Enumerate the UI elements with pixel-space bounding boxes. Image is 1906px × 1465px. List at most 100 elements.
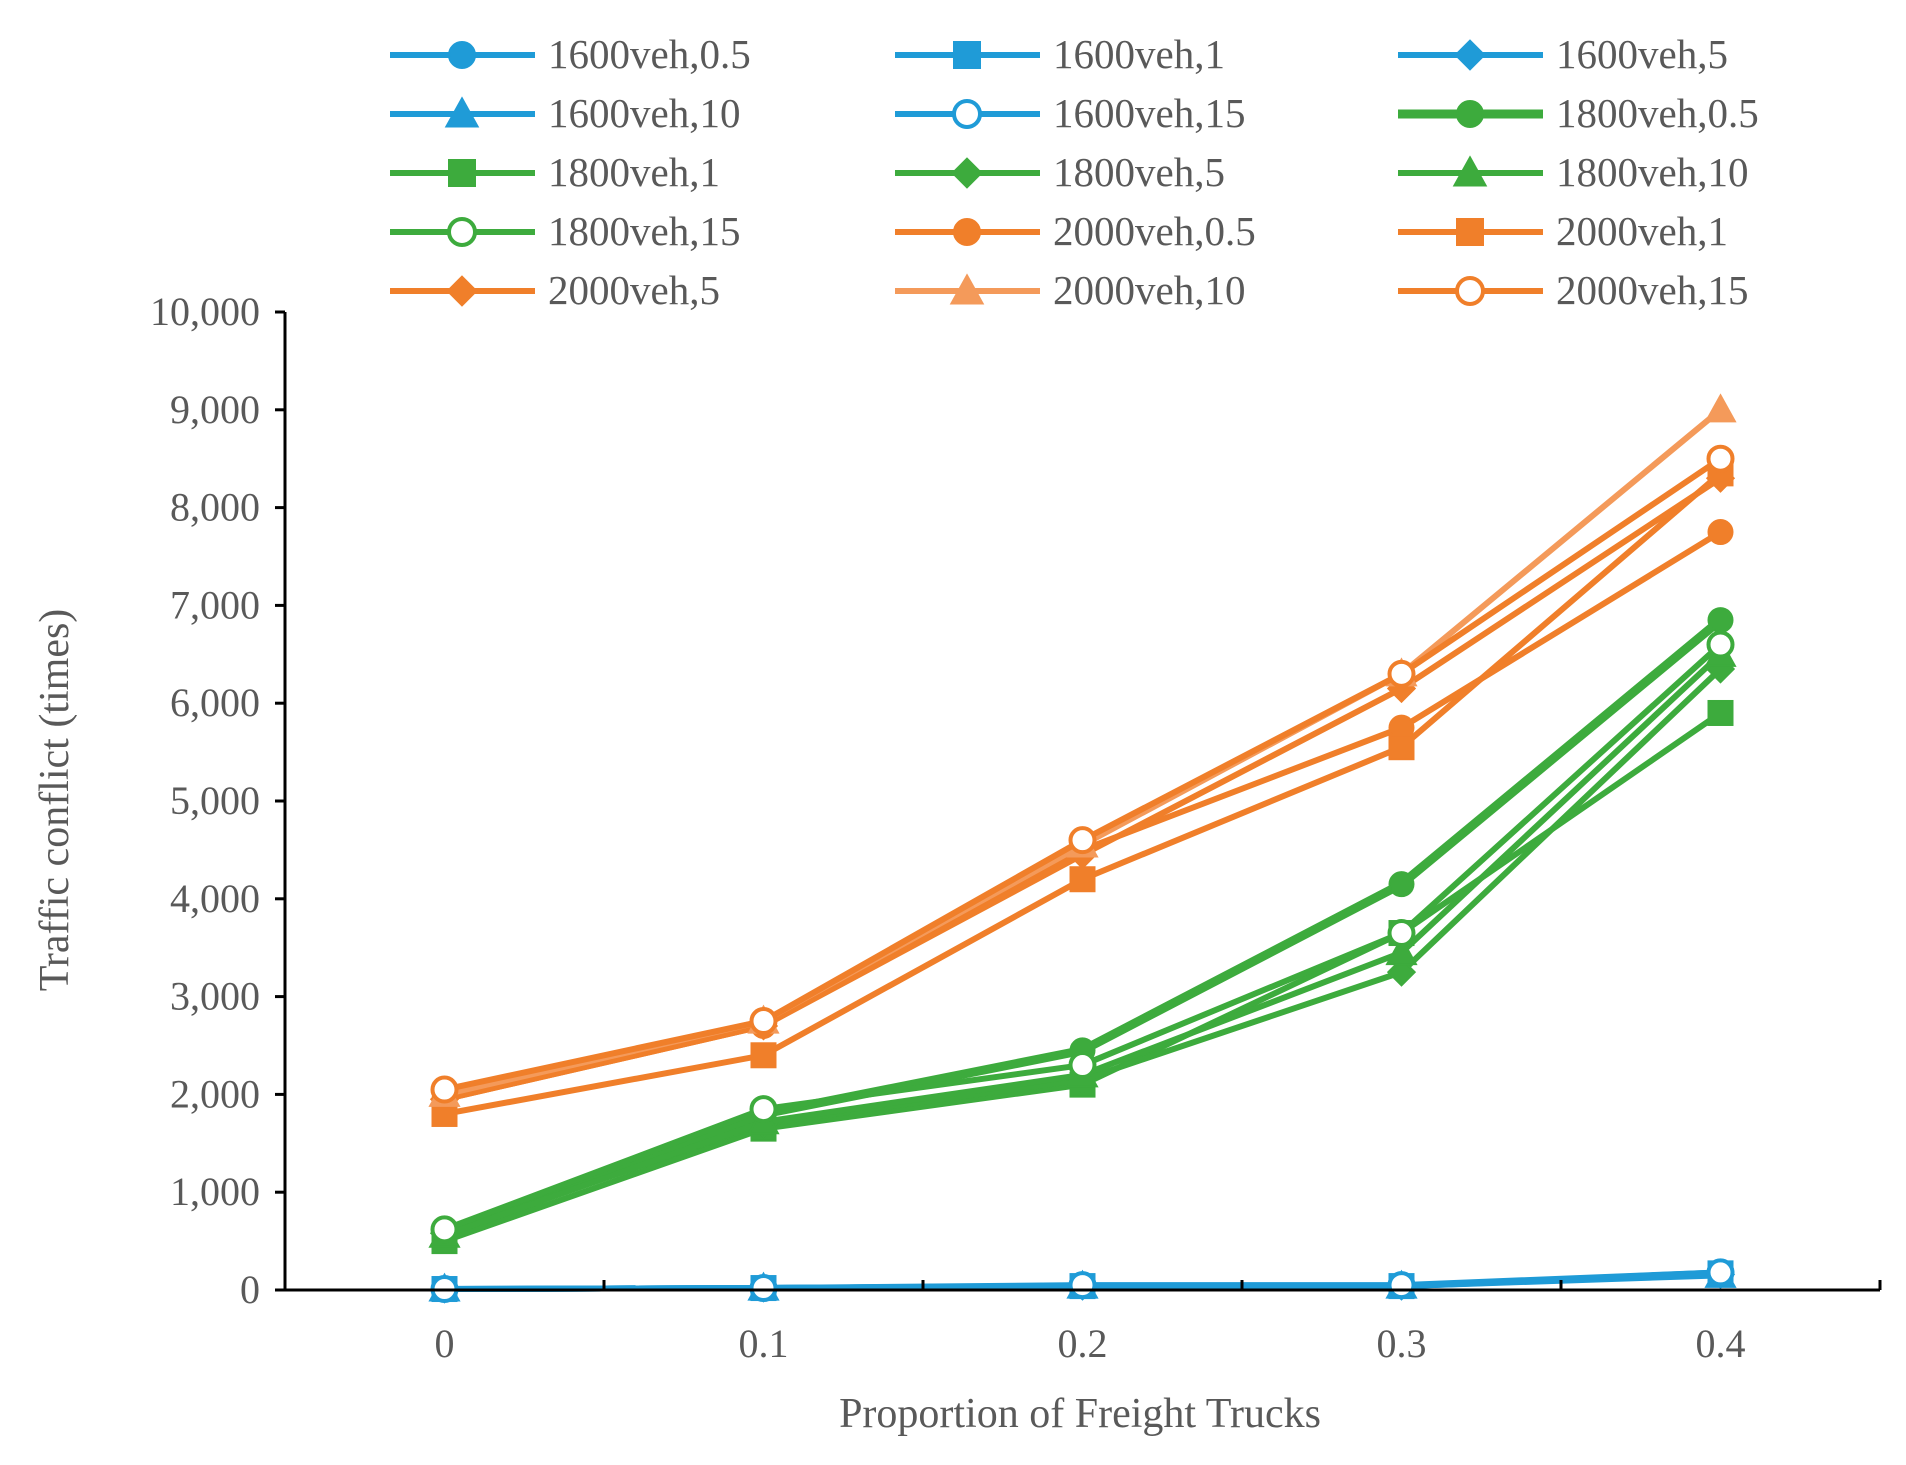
- legend-item-1600veh-0-5: 1600veh,0.5: [390, 31, 751, 77]
- legend-label: 2000veh,0.5: [1053, 208, 1256, 254]
- legend-swatch-marker: [949, 273, 985, 305]
- series-1800veh-15: [430, 630, 1735, 1244]
- legend: 1600veh,0.5 1600veh,1 1600veh,5 1600veh,10 1…: [390, 31, 1759, 313]
- legend-swatch-marker: [447, 217, 477, 247]
- series-2000veh-0-5: [431, 519, 1734, 1113]
- legend-label: 1800veh,0.5: [1556, 90, 1759, 136]
- x-tick-label: 0.1: [739, 1321, 789, 1366]
- legend-swatch-marker: [448, 41, 476, 69]
- y-tick-label: 5,000: [170, 778, 260, 823]
- legend-swatch-marker: [952, 99, 982, 129]
- legend-item-1600veh-1: 1600veh,1: [895, 31, 1225, 77]
- data-point: [1386, 957, 1417, 987]
- data-point: [1068, 1051, 1097, 1080]
- data-point: [1707, 519, 1734, 546]
- data-point: [1705, 463, 1736, 493]
- legend-swatch-marker: [1455, 276, 1485, 306]
- data-point: [1706, 444, 1735, 473]
- legend-label: 2000veh,5: [548, 267, 720, 313]
- legend-item-1600veh-15: 1600veh,15: [895, 90, 1245, 136]
- x-tick-label: 0.2: [1058, 1321, 1108, 1366]
- legend-label: 1600veh,10: [548, 90, 740, 136]
- y-tick-label: 10,000: [150, 289, 260, 334]
- data-point: [1707, 607, 1734, 634]
- legend-label: 1600veh,15: [1053, 90, 1245, 136]
- data-point: [1068, 1271, 1097, 1300]
- legend-label: 1800veh,15: [548, 208, 740, 254]
- legend-swatch-marker: [1452, 155, 1488, 187]
- data-point: [1387, 659, 1416, 688]
- legend-item-1800veh-5: 1800veh,5: [895, 149, 1225, 195]
- series-1800veh-10: [428, 637, 1737, 1248]
- data-point: [1704, 393, 1737, 423]
- legend-swatch-marker: [953, 218, 981, 246]
- x-tick-label: 0.3: [1377, 1321, 1427, 1366]
- y-tick-label: 8,000: [170, 485, 260, 530]
- data-point: [749, 1007, 778, 1036]
- legend-label: 2000veh,15: [1556, 267, 1748, 313]
- y-tick-label: 1,000: [170, 1169, 260, 1214]
- legend-swatch-marker: [446, 275, 478, 307]
- y-tick-label: 3,000: [170, 974, 260, 1019]
- data-point: [1385, 936, 1418, 966]
- legend-label: 2000veh,1: [1556, 208, 1728, 254]
- legend-item-2000veh-10: 2000veh,10: [895, 267, 1245, 313]
- series-line: [443, 652, 1723, 1239]
- legend-label: 1800veh,5: [1053, 149, 1225, 195]
- legend-swatch-marker: [951, 157, 983, 189]
- legend-item-2000veh-15: 2000veh,15: [1398, 267, 1748, 313]
- series-line: [443, 407, 1723, 1098]
- data-point: [1388, 734, 1415, 761]
- legend-item-1600veh-10: 1600veh,10: [390, 90, 740, 136]
- legend-label: 1600veh,5: [1556, 31, 1728, 77]
- series-1800veh-0-5: [431, 607, 1734, 1250]
- legend-item-2000veh-0-5: 2000veh,0.5: [895, 208, 1256, 254]
- legend-item-1800veh-0-5: 1800veh,0.5: [1398, 90, 1759, 136]
- series-2000veh-1: [431, 460, 1734, 1127]
- y-tick-label: 7,000: [170, 582, 260, 627]
- y-tick-label: 6,000: [170, 680, 260, 725]
- data-point: [749, 1274, 778, 1303]
- legend-label: 1800veh,10: [1556, 149, 1748, 195]
- y-tick-label: 2,000: [170, 1071, 260, 1116]
- legend-swatch-marker: [444, 96, 480, 128]
- data-point: [1706, 1258, 1735, 1287]
- legend-swatch-marker: [1456, 218, 1484, 246]
- data-point: [750, 1042, 777, 1069]
- data-point: [1069, 866, 1096, 893]
- legend-item-1800veh-15: 1800veh,15: [390, 208, 740, 254]
- legend-item-1600veh-5: 1600veh,5: [1398, 31, 1728, 77]
- data-point: [1388, 871, 1415, 898]
- legend-item-2000veh-5: 2000veh,5: [390, 267, 720, 313]
- legend-swatch-marker: [448, 159, 476, 187]
- legend-swatch-marker: [1454, 39, 1486, 71]
- y-tick-label: 4,000: [170, 876, 260, 921]
- legend-item-1800veh-1: 1800veh,1: [390, 149, 720, 195]
- series-2000veh-15: [430, 444, 1735, 1104]
- legend-label: 1600veh,0.5: [548, 31, 751, 77]
- series-layer: [428, 393, 1737, 1304]
- axes: 0 1,000 2,000 3,000 4,000 5,000 6,000 7,000 8,00…: [150, 289, 1882, 1366]
- series-1600veh-15: [430, 1258, 1735, 1304]
- data-point: [749, 1095, 778, 1124]
- legend-item-1800veh-10: 1800veh,10: [1398, 149, 1748, 195]
- legend-label: 2000veh,10: [1053, 267, 1245, 313]
- data-point: [1387, 919, 1416, 948]
- series-line: [442, 616, 1724, 1241]
- data-point: [1706, 630, 1735, 659]
- y-tick-label: 9,000: [170, 387, 260, 432]
- series-2000veh-10: [428, 393, 1737, 1107]
- series-line: [443, 642, 1723, 1233]
- x-axis-title: Proportion of Freight Trucks: [839, 1391, 1321, 1437]
- legend-label: 1800veh,1: [548, 149, 720, 195]
- legend-label: 1600veh,1: [1053, 31, 1225, 77]
- x-tick-label: 0.4: [1696, 1321, 1746, 1366]
- data-point: [1707, 699, 1734, 726]
- legend-swatch-marker: [1456, 100, 1484, 128]
- data-point: [430, 1075, 459, 1104]
- y-tick-label: 0: [240, 1267, 260, 1312]
- legend-item-2000veh-1: 2000veh,1: [1398, 208, 1728, 254]
- data-point: [1068, 826, 1097, 855]
- x-tick-label: 0: [435, 1321, 455, 1366]
- series-line: [443, 666, 1723, 1237]
